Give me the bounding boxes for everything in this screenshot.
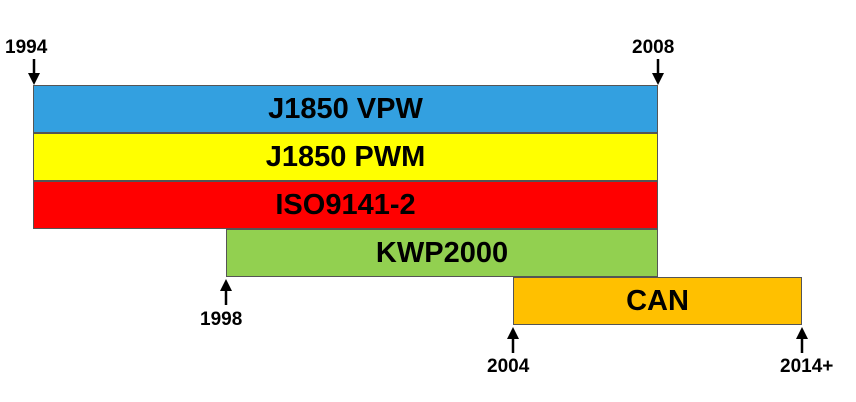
arrow-up-icon-2014 <box>796 327 808 353</box>
bar-label-j1850-pwm: J1850 PWM <box>265 140 426 173</box>
year-label-2008: 2008 <box>632 37 675 58</box>
bar-can: CAN <box>513 277 802 325</box>
arrow-down-icon-1994 <box>28 59 40 85</box>
bar-label-can: CAN <box>626 284 689 317</box>
bar-kwp2000: KWP2000 <box>226 229 658 277</box>
year-label-2014-plus: 2014+ <box>780 356 834 377</box>
bar-j1850-pwm: J1850 PWM <box>33 133 658 181</box>
bar-iso9141-2: ISO9141-2 <box>33 181 658 229</box>
year-label-1994: 1994 <box>5 37 48 58</box>
bar-j1850-vpw: J1850 VPW <box>33 85 658 133</box>
arrow-up-icon-2004 <box>507 327 519 353</box>
bar-label-kwp2000: KWP2000 <box>375 236 509 269</box>
arrow-up-icon-1998 <box>220 279 232 305</box>
bar-label-iso9141-2: ISO9141-2 <box>275 188 416 221</box>
year-label-1998: 1998 <box>200 309 243 330</box>
bar-label-j1850-vpw: J1850 VPW <box>268 92 423 125</box>
year-label-2004: 2004 <box>487 356 530 377</box>
arrow-down-icon-2008 <box>652 59 664 85</box>
